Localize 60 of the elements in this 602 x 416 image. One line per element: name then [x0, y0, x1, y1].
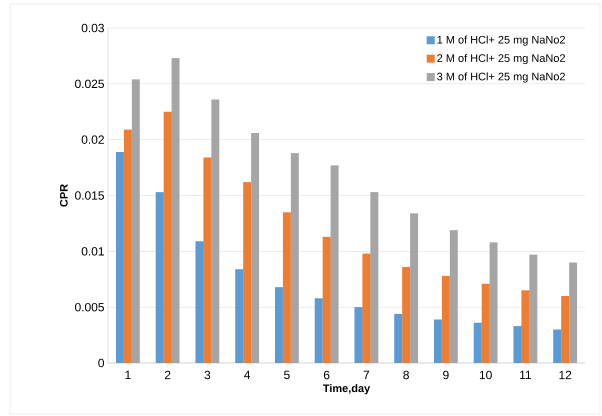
bar	[235, 269, 244, 363]
bar	[394, 314, 402, 363]
bar	[251, 132, 260, 363]
bar	[322, 236, 331, 363]
x-tick-label: 3	[204, 370, 210, 380]
bar	[561, 296, 570, 363]
bar	[482, 284, 490, 363]
x-tick-label: 12	[559, 370, 572, 380]
x-tick-label: 5	[284, 370, 290, 380]
x-tick-label: 11	[520, 370, 532, 379]
y-axis-title: CPR	[60, 184, 68, 207]
bar	[362, 254, 370, 363]
y-tick-label: 0.015	[75, 191, 104, 200]
x-tick-label: 10	[480, 370, 492, 380]
bar	[442, 276, 450, 363]
bar	[569, 262, 578, 363]
x-tick-label: 8	[403, 370, 409, 380]
bar	[529, 254, 538, 363]
y-tick-label: 0.01	[82, 247, 104, 256]
legend-label: 3 M of HCl+ 25 mg NaNo2	[437, 72, 565, 83]
bar	[282, 212, 291, 363]
bar	[434, 319, 442, 363]
bar	[490, 242, 498, 363]
y-tick-label: 0.025	[75, 80, 104, 88]
bar	[195, 241, 204, 363]
bar	[553, 330, 562, 363]
x-tick-label: 2	[164, 370, 170, 380]
y-tick-label: 0.03	[82, 24, 104, 32]
bar	[211, 99, 220, 363]
bar	[156, 192, 164, 363]
bar	[243, 182, 252, 363]
bar	[172, 58, 180, 363]
x-tick-label: 7	[364, 370, 370, 379]
bar	[314, 298, 323, 363]
bar	[290, 153, 299, 363]
x-tick-label: 4	[244, 370, 250, 379]
bar	[370, 192, 378, 363]
x-tick-label: 6	[324, 370, 330, 380]
bar	[164, 112, 172, 363]
y-tick-label: 0.005	[75, 302, 104, 312]
bar	[203, 158, 212, 363]
bar	[116, 152, 124, 363]
legend-label: 2 M of HCl+ 25 mg NaNo2	[437, 54, 565, 64]
bar	[124, 130, 132, 363]
y-tick-label: 0	[98, 358, 104, 368]
bar	[402, 266, 410, 363]
bar	[410, 213, 418, 363]
x-axis-title: Time,day	[322, 384, 370, 394]
bar	[521, 290, 530, 363]
bar	[513, 326, 522, 363]
bar	[450, 230, 458, 363]
legend-label: 1 M of HCl+ 25 mg NaNo2	[438, 36, 565, 46]
bar	[474, 322, 482, 363]
bar	[354, 307, 362, 363]
bar	[274, 287, 283, 363]
y-tick-label: 0.02	[82, 135, 104, 144]
bar	[330, 165, 339, 363]
x-tick-label: 9	[443, 370, 449, 380]
bar	[132, 79, 140, 363]
x-tick-label: 1	[125, 370, 131, 379]
